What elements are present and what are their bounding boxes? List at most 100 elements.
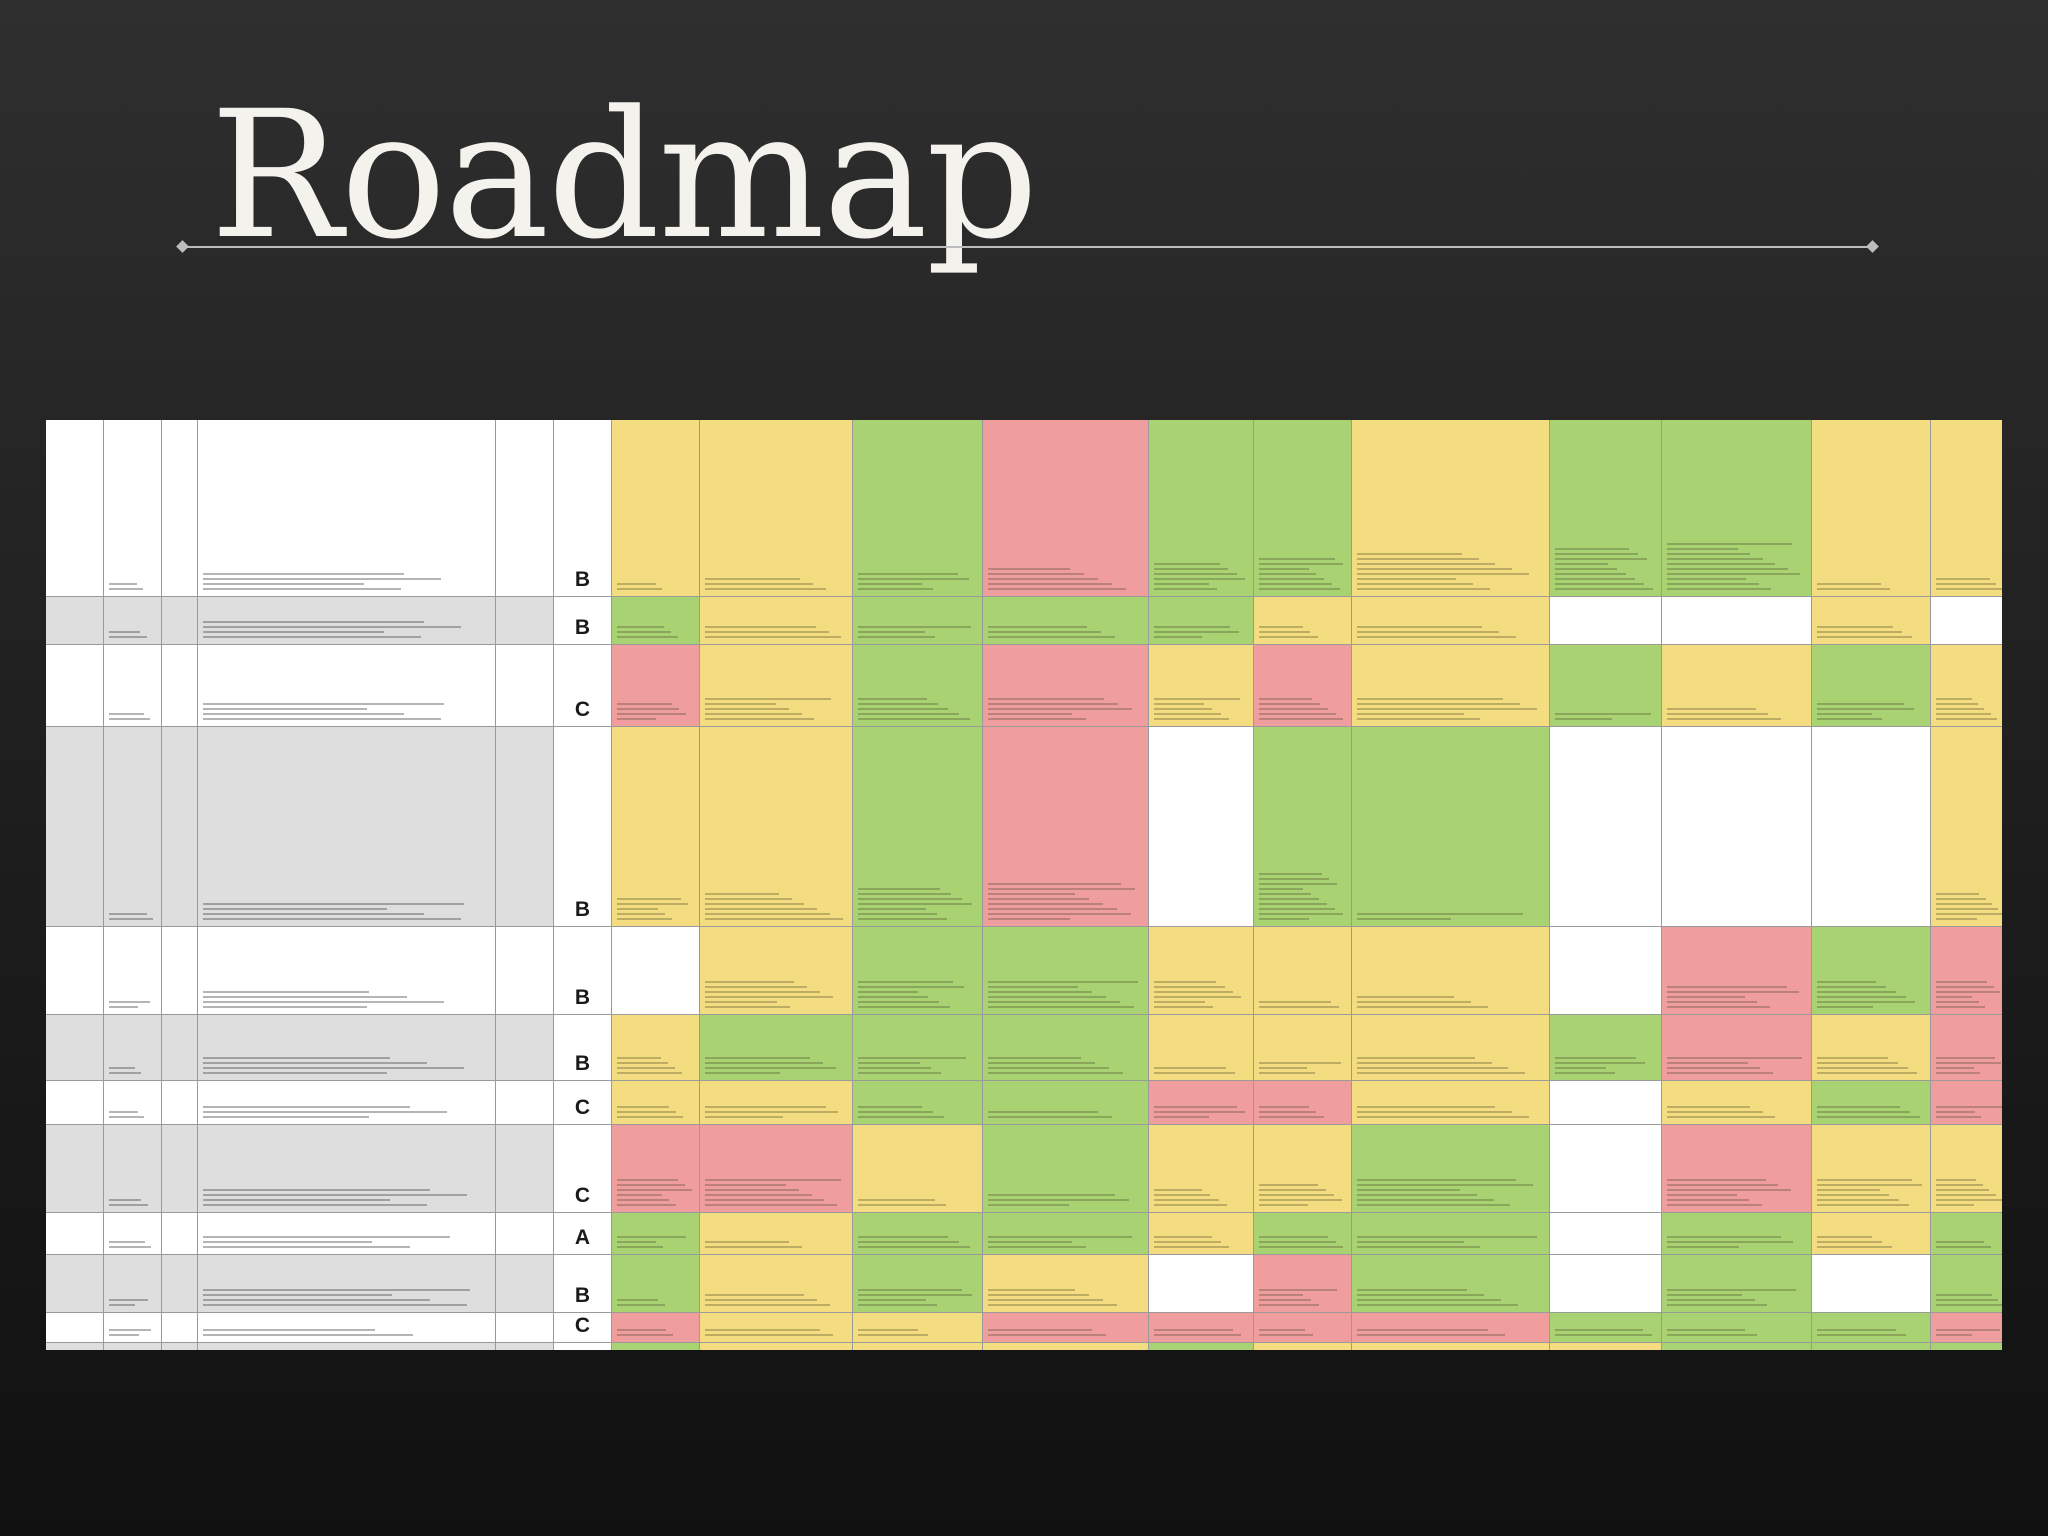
sheet-cell bbox=[46, 927, 104, 1015]
blurred-comment-lines bbox=[1357, 1176, 1544, 1206]
grade-cell: C bbox=[554, 1081, 612, 1125]
blurred-comment-lines bbox=[617, 1103, 694, 1118]
blurred-comment-lines bbox=[1259, 1181, 1346, 1206]
blurred-comment-lines bbox=[1936, 1103, 2002, 1118]
status-cell bbox=[1352, 1213, 1550, 1255]
status-cell bbox=[700, 727, 853, 927]
status-cell bbox=[700, 927, 853, 1015]
blurred-comment-lines bbox=[1555, 1326, 1656, 1336]
blurred-comment-lines bbox=[1667, 705, 1806, 720]
status-cell bbox=[983, 1081, 1149, 1125]
status-cell bbox=[983, 1213, 1149, 1255]
blurred-text-lines bbox=[203, 1054, 490, 1074]
status-cell bbox=[1550, 1343, 1662, 1350]
sheet-cell bbox=[162, 1255, 198, 1313]
status-cell bbox=[1662, 645, 1812, 727]
blurred-comment-lines bbox=[1667, 1054, 1806, 1074]
blurred-comment-lines bbox=[1555, 1054, 1656, 1074]
sheet-cell bbox=[46, 727, 104, 927]
sheet-cell bbox=[496, 420, 554, 597]
blurred-comment-lines bbox=[705, 890, 847, 920]
status-cell bbox=[612, 727, 700, 927]
sheet-cell bbox=[198, 645, 496, 727]
grade-letter: C bbox=[574, 1314, 591, 1337]
blurred-comment-lines bbox=[1667, 983, 1806, 1008]
blurred-comment-lines bbox=[705, 1291, 847, 1306]
sheet-cell bbox=[162, 727, 198, 927]
blurred-comment-lines bbox=[617, 700, 694, 720]
status-cell bbox=[612, 1213, 700, 1255]
status-cell bbox=[700, 1125, 853, 1213]
sheet-cell bbox=[46, 1343, 104, 1350]
sheet-cell bbox=[198, 597, 496, 645]
blurred-comment-lines bbox=[1936, 978, 2002, 1008]
blurred-text-lines bbox=[203, 1186, 490, 1206]
blurred-text-lines bbox=[109, 1196, 156, 1206]
status-cell bbox=[1254, 727, 1352, 927]
status-cell bbox=[1812, 420, 1931, 597]
status-cell bbox=[853, 1255, 983, 1313]
sheet-cell bbox=[162, 1313, 198, 1343]
status-cell bbox=[1550, 420, 1662, 597]
status-cell bbox=[1550, 1255, 1662, 1313]
grade-cell: B bbox=[554, 1255, 612, 1313]
status-cell bbox=[983, 1313, 1149, 1343]
status-cell bbox=[1550, 1125, 1662, 1213]
status-cell bbox=[853, 420, 983, 597]
blurred-comment-lines bbox=[1936, 695, 2002, 720]
blurred-comment-lines bbox=[1817, 580, 1925, 590]
status-cell bbox=[612, 1125, 700, 1213]
blurred-text-lines bbox=[109, 1238, 156, 1248]
blurred-comment-lines bbox=[1817, 1326, 1925, 1336]
blurred-text-lines bbox=[203, 1103, 490, 1118]
status-cell bbox=[1662, 1313, 1812, 1343]
blurred-comment-lines bbox=[1259, 1233, 1346, 1248]
blurred-comment-lines bbox=[1817, 1233, 1925, 1248]
blurred-comment-lines bbox=[1259, 555, 1346, 590]
blurred-comment-lines bbox=[1936, 1326, 2002, 1336]
status-cell bbox=[1352, 727, 1550, 927]
blurred-comment-lines bbox=[858, 1054, 977, 1074]
blurred-comment-lines bbox=[1259, 1059, 1346, 1074]
status-cell bbox=[1931, 1313, 2002, 1343]
sheet-cell bbox=[496, 1081, 554, 1125]
status-cell bbox=[853, 1213, 983, 1255]
sheet-cell bbox=[104, 1081, 162, 1125]
sheet-cell bbox=[198, 927, 496, 1015]
sheet-cell bbox=[162, 645, 198, 727]
blurred-comment-lines bbox=[1154, 978, 1248, 1008]
status-cell bbox=[853, 1081, 983, 1125]
status-cell bbox=[1662, 597, 1812, 645]
blurred-text-lines bbox=[109, 1064, 156, 1074]
grade-cell: B bbox=[554, 597, 612, 645]
blurred-comment-lines bbox=[1817, 623, 1925, 638]
blurred-comment-lines bbox=[858, 1286, 977, 1306]
status-cell bbox=[1149, 1125, 1254, 1213]
grade-letter: A bbox=[574, 1226, 591, 1249]
blurred-comment-lines bbox=[1936, 575, 2002, 590]
blurred-comment-lines bbox=[1667, 1233, 1806, 1248]
blurred-comment-lines bbox=[1936, 890, 2002, 920]
status-cell bbox=[612, 645, 700, 727]
status-cell bbox=[1352, 1125, 1550, 1213]
blurred-comment-lines bbox=[617, 1296, 694, 1306]
underline-left-endpoint bbox=[176, 240, 189, 253]
blurred-comment-lines bbox=[858, 1233, 977, 1248]
status-cell bbox=[1812, 1255, 1931, 1313]
sheet-cell bbox=[46, 1015, 104, 1081]
blurred-comment-lines bbox=[705, 1326, 847, 1336]
status-cell bbox=[612, 1255, 700, 1313]
blurred-comment-lines bbox=[1154, 1186, 1248, 1206]
status-cell bbox=[612, 597, 700, 645]
blurred-text-lines bbox=[203, 988, 490, 1008]
status-cell bbox=[1550, 927, 1662, 1015]
sheet-cell bbox=[496, 597, 554, 645]
sheet-cell bbox=[46, 1125, 104, 1213]
sheet-cell bbox=[162, 1125, 198, 1213]
blurred-comment-lines bbox=[988, 1054, 1143, 1074]
status-cell bbox=[1931, 927, 2002, 1015]
status-cell bbox=[983, 645, 1149, 727]
blurred-comment-lines bbox=[617, 580, 694, 590]
blurred-comment-lines bbox=[1667, 1326, 1806, 1336]
status-cell bbox=[612, 1081, 700, 1125]
